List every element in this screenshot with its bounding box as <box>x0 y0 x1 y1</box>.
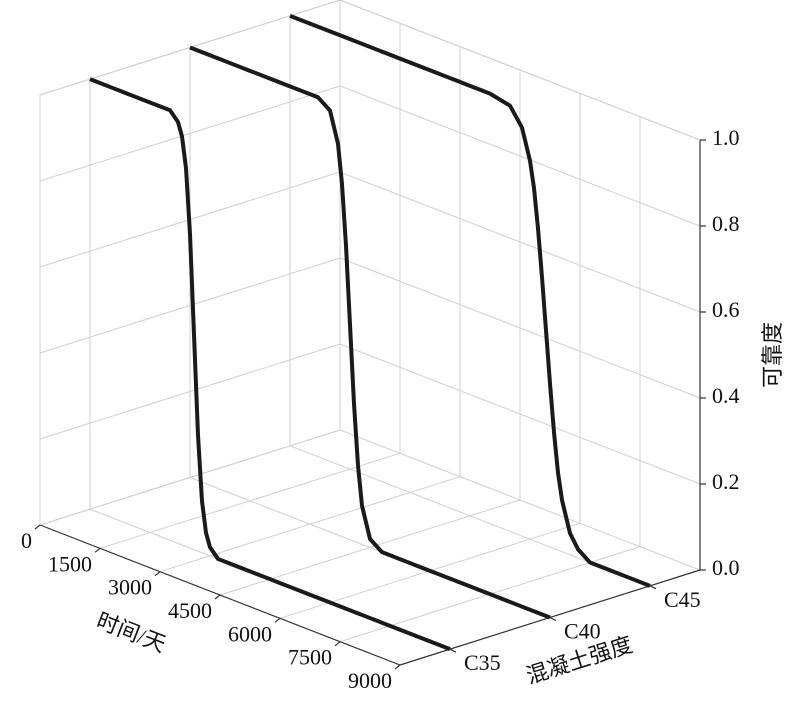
tick-mark <box>274 617 281 623</box>
category-label: C45 <box>664 587 701 612</box>
z-tick-label: 0.6 <box>712 297 740 322</box>
x-axis-title: 时间/天 <box>93 608 169 657</box>
x-tick-label: 3000 <box>108 575 152 600</box>
tick-mark <box>214 594 221 600</box>
x-tick-label: 1500 <box>48 551 92 576</box>
tick-mark <box>649 585 657 590</box>
z-tick-label: 0.0 <box>712 555 740 580</box>
tick-mark <box>34 524 41 530</box>
x-tick-label: 0 <box>21 528 32 553</box>
x-tick-label: 4500 <box>168 598 212 623</box>
z-tick-label: 1.0 <box>712 125 740 150</box>
x-tick-label: 6000 <box>228 621 272 646</box>
curve <box>289 13 651 588</box>
tick-mark <box>394 664 401 670</box>
tick-mark <box>94 547 101 553</box>
tick-mark <box>549 616 557 622</box>
category-label: C40 <box>564 619 601 644</box>
box-edge <box>339 0 701 141</box>
x-tick-label: 9000 <box>348 668 392 693</box>
curve <box>89 77 451 652</box>
category-label: C35 <box>464 650 501 675</box>
tick-mark <box>449 648 457 653</box>
z-tick-label: 0.8 <box>712 211 740 236</box>
z-tick-label: 0.4 <box>712 383 740 408</box>
tick-mark <box>334 641 341 647</box>
z-axis-title: 可靠度 <box>760 322 785 388</box>
curve <box>189 45 551 620</box>
tick-mark <box>154 571 161 577</box>
x-tick-label: 7500 <box>288 645 332 670</box>
z-tick-label: 0.2 <box>712 469 740 494</box>
